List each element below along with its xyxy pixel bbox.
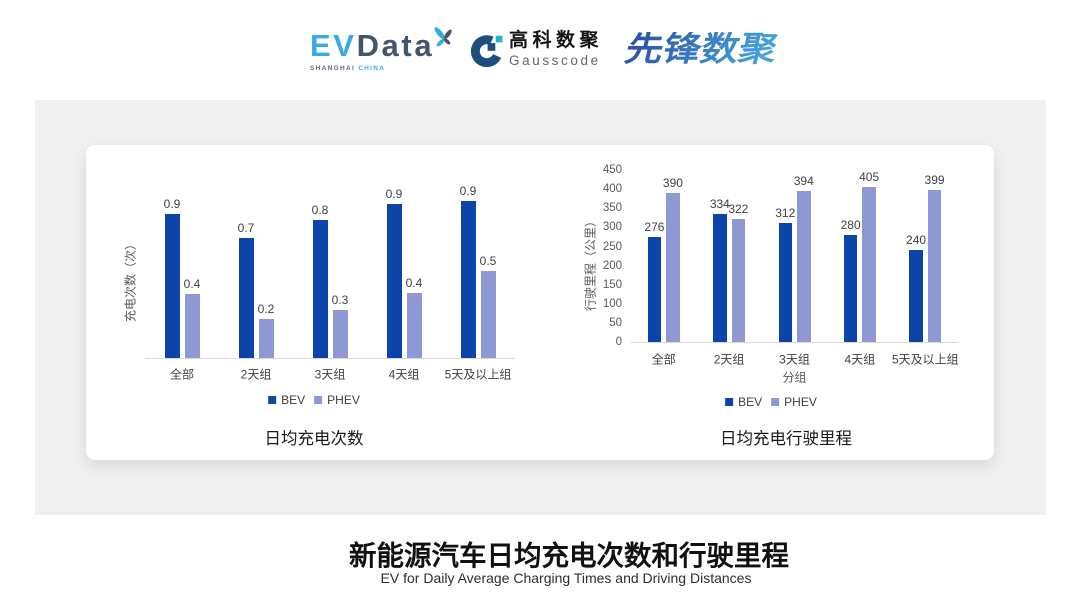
daily-charging-times-bar-bev [460,201,476,358]
daily-charging-distance-legend-item-phev: PHEV [771,395,817,409]
daily-charging-distance-value-label: 322 [728,201,749,216]
daily-charging-times-bar-bev [386,204,402,358]
daily-charging-distance-bar-bev [713,214,727,342]
daily-charging-distance-y-tick: 50 [609,316,622,329]
daily-charging-times-legend: BEV PHEV [268,393,360,407]
daily-charging-distance-bar-phev [927,189,942,342]
daily-charging-times-title: 日均充电次数 [264,430,364,448]
daily-charging-distance-legend: BEV PHEV [725,395,817,409]
daily-charging-times-bar-phev [406,293,422,358]
daily-charging-times-value-label: 0.2 [257,301,275,316]
daily-charging-times-bar-bev [238,237,254,358]
daily-charging-distance-value-label: 280 [840,218,861,233]
page-subtitle: EV for Daily Average Charging Times and … [380,570,752,586]
evdata-subtext: SHANGHAI CHINA [310,65,434,72]
daily-charging-distance-y-tick: 150 [602,278,622,291]
daily-charging-times-y-axis-title: 充电次数（次） [123,237,138,323]
daily-charging-times-legend-label-bev: BEV [281,393,306,407]
gausscode-text: 高科数聚 Gausscode [509,31,603,68]
daily-charging-times-bar-bev [312,220,328,358]
daily-charging-distance-y-tick: 250 [602,240,622,253]
daily-charging-times-value-label: 0.8 [311,203,329,218]
daily-charging-times-legend-swatch-phev [314,396,323,404]
daily-charging-times-category-label: 全部 [169,367,195,382]
daily-charging-distance-bar-phev [731,218,746,342]
daily-charging-times-category-label: 4天组 [388,367,420,382]
daily-charging-times-value-label: 0.4 [405,276,423,291]
daily-charging-distance-value-label: 334 [709,197,730,212]
daily-charging-times-legend-item-bev: BEV [268,393,305,407]
daily-charging-times-bar-phev [258,318,274,358]
daily-charging-distance-x-axis-line [631,342,958,343]
daily-charging-distance-category-label: 5天及以上组 [891,352,959,367]
daily-charging-times-bar-phev [184,294,200,358]
daily-charging-distance-y-tick: 450 [602,164,622,177]
gausscode-en-label: Gausscode [509,53,601,68]
daily-charging-distance-bar-bev [843,235,858,342]
evdata-sparkle-icon [434,27,452,47]
daily-charging-times-category-label: 2天组 [240,367,272,382]
daily-charging-distance-y-axis-title: 行驶里程（公里） [583,214,598,312]
daily-charging-times-value-label: 0.3 [331,293,349,308]
daily-charging-times-category-label: 5天及以上组 [444,367,512,382]
evdata-wordmark-ev: EV [310,28,357,63]
daily-charging-times-value-label: 0.7 [237,220,255,235]
daily-charging-distance-value-label: 394 [793,174,814,189]
daily-charging-distance-y-tick: 350 [602,202,622,215]
daily-charging-distance-y-tick: 200 [602,259,622,272]
logo-row: EVData SHANGHAI CHINA 高科数聚 Gausscode 先锋数… [0,0,1080,95]
daily-charging-distance-category-label: 4天组 [844,352,876,367]
daily-charging-times-value-label: 0.5 [479,253,497,268]
daily-charging-distance-legend-item-bev: BEV [725,395,762,409]
daily-charging-distance-bar-bev [778,222,792,342]
daily-charging-distance-bar-phev [862,187,876,342]
daily-charging-times-bar-phev [332,310,348,358]
daily-charging-distance-x-axis-title: 分组 [782,370,807,385]
charts-card [86,145,994,460]
daily-charging-distance-category-label: 2天组 [713,352,745,367]
daily-charging-distance-bar-phev [797,191,811,342]
evdata-wordmark: EVData [310,30,434,61]
daily-charging-times-x-axis-line [145,358,515,359]
evdata-wordmark-data: Data [356,28,435,63]
daily-charging-times-legend-label-phev: PHEV [327,393,360,407]
page-title: 新能源汽车日均充电次数和行驶里程 [349,540,789,571]
daily-charging-times-category-label: 3天组 [314,367,346,382]
daily-charging-distance-legend-label-bev: BEV [738,395,763,409]
daily-charging-times-bar-bev [164,213,180,358]
daily-charging-distance-legend-swatch-bev [725,398,734,406]
daily-charging-times-legend-item-phev: PHEV [314,393,360,407]
evdata-subtext-shanghai: SHANGHAI [310,65,356,72]
daily-charging-distance-legend-swatch-phev [771,398,780,406]
daily-charging-distance-y-tick: 400 [602,183,622,196]
daily-charging-times-bar-phev [480,270,496,358]
gausscode-icon [470,35,503,67]
evdata-subtext-china: CHINA [358,65,386,72]
pioneer-logo: 先锋数聚 [621,30,782,68]
gausscode-cn-label: 高科数聚 [509,30,604,51]
daily-charging-distance-value-label: 399 [924,172,945,187]
daily-charging-times-value-label: 0.9 [385,187,403,202]
daily-charging-distance-value-label: 312 [775,205,796,220]
daily-charging-distance-bar-bev [909,250,923,342]
daily-charging-times-legend-swatch-bev [268,396,277,404]
daily-charging-times-value-label: 0.9 [459,184,477,199]
daily-charging-distance-y-tick: 300 [602,221,622,234]
daily-charging-times-value-label: 0.9 [163,196,181,211]
daily-charging-times-value-label: 0.4 [183,277,201,292]
daily-charging-distance-y-tick: 100 [602,297,622,310]
daily-charging-distance-category-label: 全部 [651,352,676,367]
daily-charging-distance-value-label: 276 [644,219,665,234]
daily-charging-distance-value-label: 390 [662,176,683,191]
daily-charging-distance-value-label: 405 [859,170,880,185]
daily-charging-distance-bar-phev [666,193,680,342]
evdata-logo: EVData SHANGHAI CHINA [310,30,434,72]
daily-charging-distance-value-label: 240 [906,233,927,248]
daily-charging-distance-title: 日均充电行驶里程 [720,430,852,448]
daily-charging-distance-bar-bev [647,236,662,342]
daily-charging-distance-category-label: 3天组 [779,352,810,367]
daily-charging-distance-y-tick: 0 [615,336,622,348]
daily-charging-distance-legend-label-phev: PHEV [784,395,817,409]
